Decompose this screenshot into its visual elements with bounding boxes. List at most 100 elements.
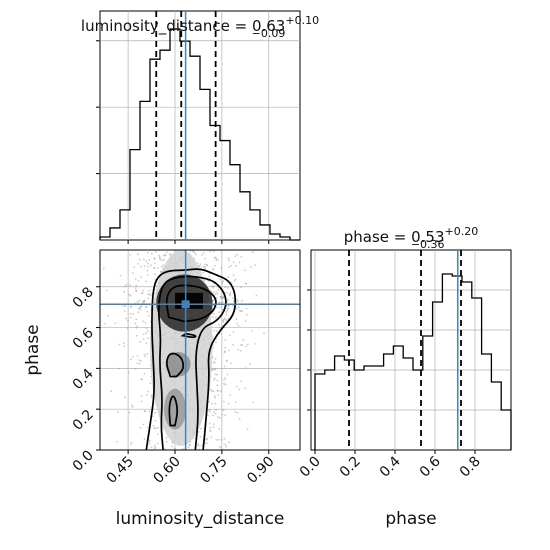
sample-point xyxy=(129,313,132,315)
sample-point xyxy=(142,338,145,340)
sample-point xyxy=(150,264,152,267)
sample-point xyxy=(244,387,247,390)
sample-point xyxy=(148,258,151,261)
luminosity-distance-title: luminosity_distance = 0.63+0.10 −0.09 xyxy=(81,14,319,40)
sample-point xyxy=(158,254,161,257)
sample-point xyxy=(222,409,225,412)
sample-point xyxy=(149,294,152,297)
sample-point xyxy=(240,380,243,383)
sample-point xyxy=(131,404,133,407)
density-truth-marker xyxy=(181,300,190,309)
sample-point xyxy=(118,343,121,346)
sample-point xyxy=(219,301,221,304)
sample-point xyxy=(105,289,108,292)
phase-xtick-label-2: 0.4 xyxy=(377,453,404,480)
sample-point xyxy=(137,263,140,265)
sample-point xyxy=(225,360,228,363)
sample-point xyxy=(136,253,139,256)
sample-point xyxy=(124,305,127,308)
sample-point xyxy=(245,307,248,310)
sample-point xyxy=(232,274,235,277)
sample-point xyxy=(158,256,161,258)
sample-point xyxy=(215,259,218,261)
sample-point xyxy=(116,411,119,414)
sample-point xyxy=(250,266,252,268)
sample-point xyxy=(213,285,216,287)
sample-point xyxy=(227,307,229,310)
sample-point xyxy=(154,447,156,450)
sample-point xyxy=(226,309,229,312)
sample-point xyxy=(227,402,230,405)
sample-point xyxy=(165,441,168,443)
sample-point xyxy=(263,332,265,335)
sample-point xyxy=(146,310,149,313)
sample-point xyxy=(226,373,229,376)
sample-point xyxy=(129,294,132,297)
sample-point xyxy=(214,265,216,267)
sample-point xyxy=(132,313,135,316)
ld-xtick-label-0: 0.45 xyxy=(104,454,137,487)
sample-point xyxy=(124,285,126,288)
sample-point xyxy=(228,441,231,444)
sample-point xyxy=(209,430,212,432)
sample-point xyxy=(146,330,149,333)
sample-point xyxy=(198,265,201,267)
sample-point xyxy=(215,439,218,441)
sample-point xyxy=(212,267,214,270)
sample-point xyxy=(206,414,209,417)
sample-point xyxy=(230,362,232,365)
sample-point xyxy=(239,350,242,352)
sample-point xyxy=(138,306,141,309)
sample-point xyxy=(209,429,211,432)
sample-point xyxy=(216,389,219,392)
sample-point xyxy=(140,276,143,278)
sample-point xyxy=(229,334,231,337)
sample-point xyxy=(144,355,147,358)
sample-point xyxy=(169,253,171,256)
sample-point xyxy=(222,319,225,322)
sample-point xyxy=(188,444,191,446)
sample-point xyxy=(153,257,156,260)
sample-point xyxy=(208,275,211,278)
sample-point xyxy=(222,318,225,321)
sample-point xyxy=(142,423,145,426)
sample-point xyxy=(126,327,129,330)
sample-point xyxy=(217,438,220,441)
sample-point xyxy=(148,439,151,442)
sample-point xyxy=(149,382,152,385)
sample-point xyxy=(145,306,148,309)
sample-point xyxy=(140,400,143,403)
sample-point xyxy=(140,378,143,380)
sample-point xyxy=(148,293,151,296)
sample-point xyxy=(142,258,145,261)
sample-point xyxy=(254,343,257,345)
phase-xtick-label-0: 0.0 xyxy=(297,454,324,481)
sample-point xyxy=(225,320,228,322)
sample-point xyxy=(154,273,157,276)
sample-point xyxy=(154,411,157,414)
sample-point xyxy=(219,306,222,309)
sample-point xyxy=(220,438,223,441)
sample-point xyxy=(123,310,126,312)
sample-point xyxy=(153,267,156,269)
sample-point xyxy=(140,305,143,308)
phase-ytick-label-3: 0.6 xyxy=(70,325,97,352)
sample-point xyxy=(217,259,219,261)
sample-point xyxy=(224,383,227,386)
sample-point xyxy=(218,427,221,430)
sample-point xyxy=(225,446,228,448)
sample-point xyxy=(234,255,236,258)
luminosity-distance-median: 0.63 xyxy=(252,17,285,35)
sample-point xyxy=(212,316,214,318)
sample-point xyxy=(202,252,205,254)
phase-histogram-panel xyxy=(307,249,512,451)
sample-point xyxy=(171,445,173,448)
sample-point xyxy=(217,394,220,396)
sample-point xyxy=(224,414,227,416)
sample-point xyxy=(241,310,244,313)
sample-point xyxy=(235,318,238,320)
sample-point xyxy=(137,307,140,310)
sample-point xyxy=(150,446,153,448)
sample-point xyxy=(193,251,196,254)
sample-point xyxy=(228,304,230,307)
